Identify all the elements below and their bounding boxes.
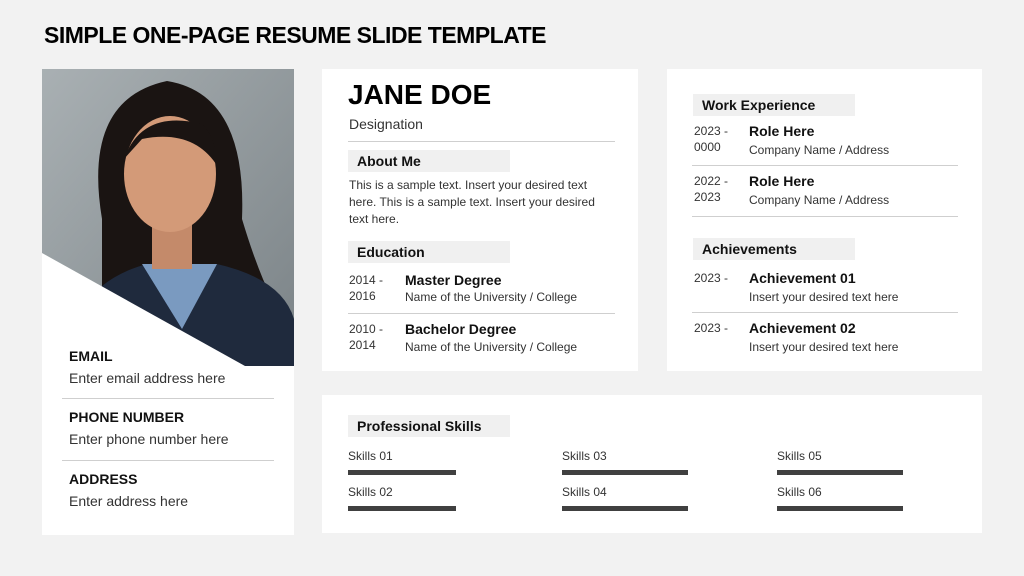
skill-label: Skills 04 — [562, 485, 607, 499]
edu-years: 2014 - 2016 — [349, 273, 384, 303]
skill-label: Skills 06 — [777, 485, 822, 499]
skill-label: Skills 03 — [562, 449, 607, 463]
designation: Designation — [349, 116, 423, 132]
work-company: Company Name / Address — [749, 193, 890, 207]
achievement-text: Insert your desired text here — [749, 290, 899, 304]
work-role: Role Here — [749, 173, 815, 189]
skill-level-bar — [777, 506, 903, 511]
achievement-year: 2023 - — [694, 321, 729, 335]
edu-degree: Master Degree — [405, 272, 502, 288]
skills-card: Professional Skills Skills 01 Skills 02 Sk… — [322, 395, 982, 533]
divider — [692, 312, 958, 313]
profile-card: JANE DOE Designation About Me This is a … — [322, 69, 638, 371]
contact-card: EMAIL Enter email address here PHONE NUM… — [42, 69, 294, 535]
about-text: This is a sample text. Insert your desir… — [349, 178, 595, 226]
email-value: Enter email address here — [69, 370, 226, 386]
edu-years: 2010 - 2014 — [349, 322, 384, 352]
work-company: Company Name / Address — [749, 143, 890, 157]
achievements-header: Achievements — [693, 238, 855, 260]
achievement-title: Achievement 01 — [749, 270, 856, 286]
skill-level-bar — [348, 506, 456, 511]
about-header: About Me — [348, 150, 510, 172]
address-value: Enter address here — [69, 493, 189, 509]
edu-degree: Bachelor Degree — [405, 321, 517, 337]
divider — [62, 398, 274, 399]
email-label: EMAIL — [69, 348, 113, 364]
achievement-text: Insert your desired text here — [749, 340, 899, 354]
work-years: 2022 - 2023 — [694, 174, 729, 204]
achievement-title: Achievement 02 — [749, 320, 856, 336]
skill-label: Skills 01 — [348, 449, 393, 463]
skills-header: Professional Skills — [348, 415, 510, 437]
skill-label: Skills 05 — [777, 449, 822, 463]
work-role: Role Here — [749, 123, 815, 139]
divider — [692, 216, 958, 217]
phone-label: PHONE NUMBER — [69, 409, 185, 425]
work-header: Work Experience — [693, 94, 855, 116]
name-heading: JANE DOE — [348, 79, 492, 110]
skill-level-bar — [562, 470, 688, 475]
experience-card: Work Experience 2023 - 0000 Role Here Co… — [667, 69, 982, 371]
edu-school: Name of the University / College — [405, 340, 578, 354]
slide-title: SIMPLE ONE-PAGE RESUME SLIDE TEMPLATE — [44, 22, 547, 48]
phone-value: Enter phone number here — [69, 431, 229, 447]
achievement-year: 2023 - — [694, 271, 729, 285]
skill-level-bar — [562, 506, 688, 511]
skill-level-bar — [777, 470, 903, 475]
divider — [692, 165, 958, 166]
edu-school: Name of the University / College — [405, 290, 578, 304]
divider — [62, 460, 274, 461]
skill-label: Skills 02 — [348, 485, 393, 499]
work-years: 2023 - 0000 — [694, 124, 729, 154]
divider — [348, 141, 615, 142]
divider — [348, 313, 615, 314]
skill-level-bar — [348, 470, 456, 475]
profile-photo — [42, 69, 294, 366]
address-label: ADDRESS — [69, 471, 138, 487]
education-header: Education — [348, 241, 510, 263]
